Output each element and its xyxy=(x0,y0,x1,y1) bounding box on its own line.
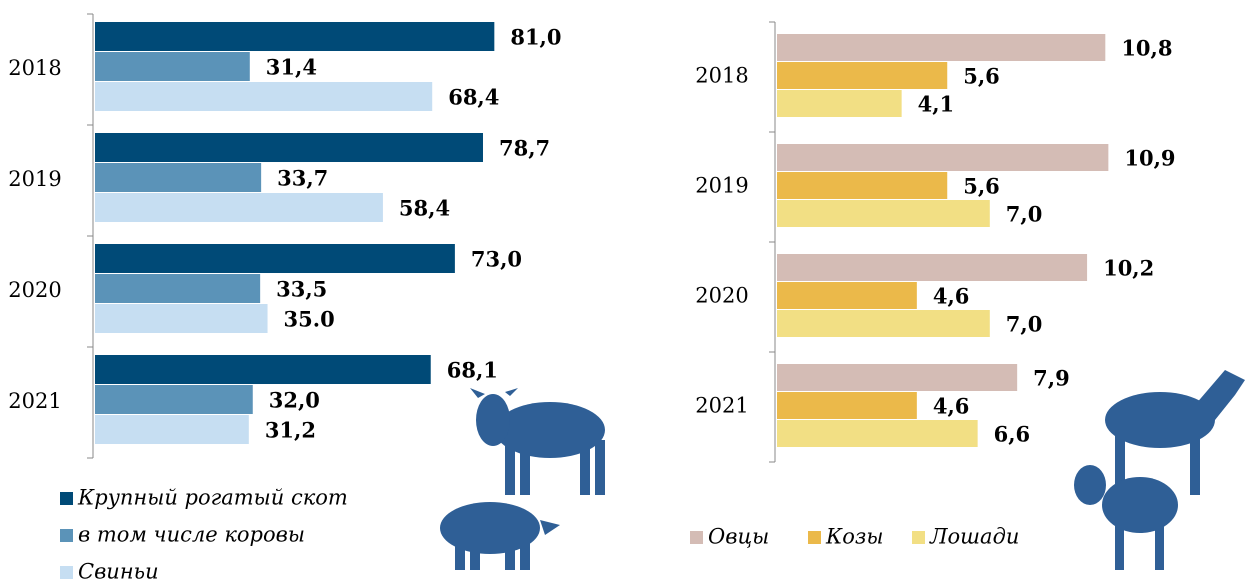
data-label: 78,7 xyxy=(499,136,550,161)
legend-label: Свиньи xyxy=(78,560,159,581)
legend-swatch xyxy=(60,529,73,542)
bar xyxy=(95,193,383,222)
cow-icon xyxy=(470,388,605,495)
data-label: 4,6 xyxy=(933,284,970,309)
data-label: 68,4 xyxy=(448,85,499,110)
legend-swatch xyxy=(60,492,73,505)
legend-label: в том числе коровы xyxy=(78,523,305,547)
legend-label: Козы xyxy=(825,525,883,549)
horse-icon xyxy=(1105,370,1245,495)
data-label: 7,0 xyxy=(1006,312,1043,337)
bar xyxy=(777,172,947,199)
sheep-icon xyxy=(1074,465,1178,570)
bar xyxy=(777,420,978,447)
chart: 2018 81,0 31,4 68,4 2019 78,7 33,7 58,4 2020 73,0… xyxy=(0,0,1250,581)
data-label: 5,6 xyxy=(963,174,1000,199)
bar xyxy=(95,304,268,333)
bar xyxy=(777,364,1017,391)
data-label: 58,4 xyxy=(399,196,450,221)
legend-label: Овцы xyxy=(708,525,769,549)
data-label: 7,9 xyxy=(1033,366,1070,391)
bar xyxy=(777,392,917,419)
data-label: 31,2 xyxy=(265,418,316,443)
data-label: 10,9 xyxy=(1124,146,1175,171)
bar xyxy=(95,52,250,81)
bar xyxy=(777,90,902,117)
y-tick-label: 2018 xyxy=(8,56,61,80)
bar xyxy=(777,310,990,337)
bar xyxy=(777,282,917,309)
legend-swatch xyxy=(60,566,73,579)
y-tick-label: 2021 xyxy=(695,394,748,418)
data-label: 81,0 xyxy=(510,25,561,50)
y-tick-label: 2020 xyxy=(8,278,61,302)
bar xyxy=(95,415,249,444)
bar xyxy=(95,274,260,303)
legend-swatch xyxy=(690,531,703,544)
data-label: 5,6 xyxy=(963,64,1000,89)
bar xyxy=(777,200,990,227)
y-tick-label: 2021 xyxy=(8,389,61,413)
data-label: 68,1 xyxy=(447,358,498,383)
bar xyxy=(95,355,431,384)
bar xyxy=(95,244,455,273)
bar xyxy=(777,144,1108,171)
data-label: 32,0 xyxy=(269,388,320,413)
bar xyxy=(95,163,261,192)
bar xyxy=(95,385,253,414)
data-label: 35.0 xyxy=(284,307,335,332)
bar xyxy=(95,22,494,51)
data-label: 4,6 xyxy=(933,394,970,419)
legend-swatch xyxy=(808,531,821,544)
y-tick-label: 2020 xyxy=(695,284,748,308)
bar xyxy=(777,34,1105,61)
legend-label: Лошади xyxy=(929,525,1019,549)
data-label: 10,8 xyxy=(1121,36,1172,61)
pig-icon xyxy=(440,502,560,570)
data-label: 6,6 xyxy=(994,422,1031,447)
data-label: 31,4 xyxy=(266,55,317,80)
data-label: 4,1 xyxy=(918,92,955,117)
data-label: 73,0 xyxy=(471,247,522,272)
data-label: 33,7 xyxy=(277,166,328,191)
bar xyxy=(777,62,947,89)
bar xyxy=(95,82,432,111)
data-label: 7,0 xyxy=(1006,202,1043,227)
legend-swatch xyxy=(912,531,925,544)
bar xyxy=(777,254,1087,281)
bar xyxy=(95,133,483,162)
y-tick-label: 2019 xyxy=(8,167,61,191)
y-tick-label: 2018 xyxy=(695,64,748,88)
y-tick-label: 2019 xyxy=(695,174,748,198)
data-label: 10,2 xyxy=(1103,256,1154,281)
data-label: 33,5 xyxy=(276,277,327,302)
legend-label: Крупный рогатый скот xyxy=(77,486,348,510)
